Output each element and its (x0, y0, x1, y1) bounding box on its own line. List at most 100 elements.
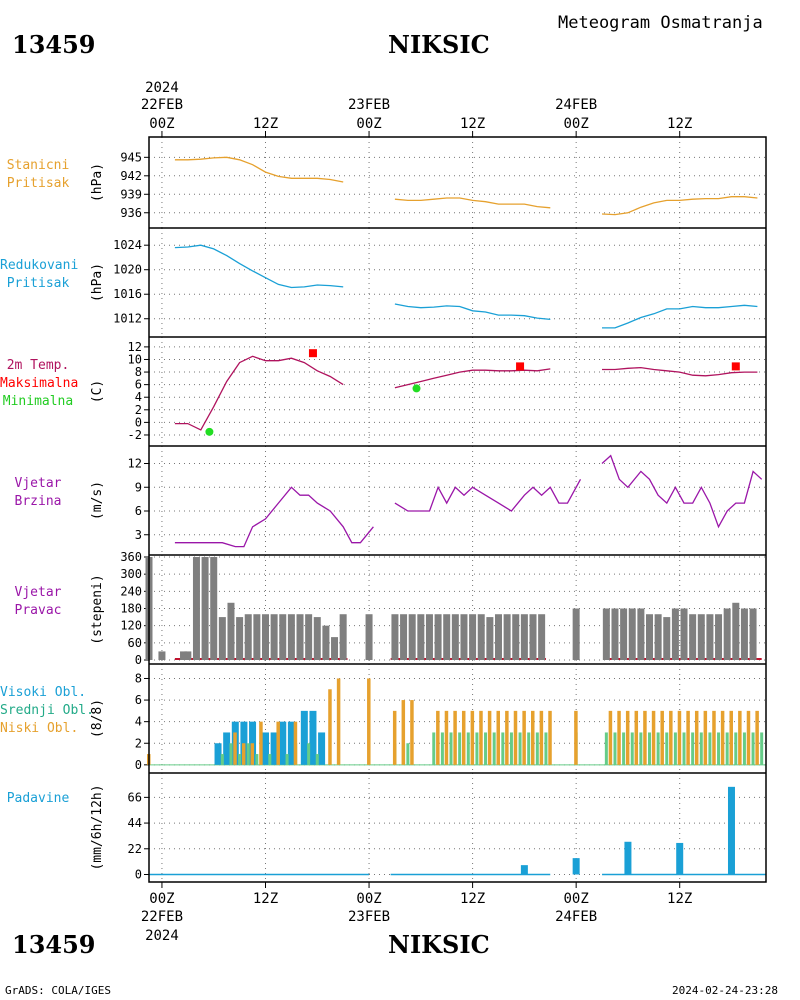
grid-pressure (149, 137, 766, 228)
wind-direction-bar (512, 614, 520, 660)
top-hour-label: 00Z (564, 116, 589, 132)
low-cloud-bar (367, 678, 371, 765)
low-cloud-bar (669, 710, 673, 765)
wind-direction-bar (253, 614, 261, 660)
panel-title-cloud-2: Niski Obl. (0, 720, 79, 736)
wind-direction-bar (477, 614, 485, 660)
y-tick-label: 9 (135, 480, 142, 494)
low-cloud-bar (250, 743, 255, 765)
y-tick-label: 66 (128, 790, 142, 804)
top-hour-label: 00Z (356, 116, 381, 132)
top-hour-label: 12Z (253, 116, 278, 132)
wind-direction-bar (628, 608, 636, 660)
low-cloud-bar (276, 721, 280, 765)
mid-cloud-bar (315, 754, 319, 765)
mid-cloud-bar (613, 732, 617, 765)
y-tick-label: 945 (120, 150, 142, 164)
low-cloud-bar (259, 721, 263, 765)
panel-title-dir-0: Vjetar (14, 584, 62, 600)
panel-title-cloud-0: Visoki Obl. (0, 684, 87, 700)
wind-direction-bar (460, 614, 468, 660)
panel-title-wind-0: Vjetar (14, 475, 62, 491)
low-cloud-bar (548, 710, 552, 765)
grid-precipitation (149, 773, 766, 882)
low-cloud-bar (444, 710, 449, 765)
y-tick-label: 6 (135, 504, 142, 518)
wind-speed-line (174, 486, 374, 548)
wind-direction-bar (425, 614, 433, 660)
wind-direction-bar (503, 614, 511, 660)
mid-cloud-bar (725, 732, 729, 765)
wind-direction-bar (180, 651, 188, 660)
y-tick-label: 180 (120, 602, 142, 616)
reduced-pressure-line (174, 244, 344, 289)
y-tick-label: 12 (128, 340, 142, 354)
grid-temperature (149, 337, 766, 446)
wind-direction-bar (486, 617, 494, 660)
y-tick-label: 4 (135, 715, 142, 729)
mid-cloud-bar (691, 732, 695, 765)
low-cloud-bar (470, 710, 475, 765)
wind-direction-bar (671, 608, 679, 660)
top-hour-label: 12Z (667, 116, 692, 132)
high-cloud-bar (270, 732, 278, 765)
low-cloud-bar (461, 710, 466, 765)
max-temp-marker (308, 349, 317, 358)
wind-direction-bar (434, 614, 442, 660)
mid-cloud-bar (246, 743, 250, 765)
mid-cloud-bar (475, 732, 479, 765)
y-tick-label: 300 (120, 567, 142, 581)
wind-direction-bar (572, 608, 580, 660)
wind-direction-bar (339, 614, 347, 660)
pressure-line (174, 156, 344, 183)
y-tick-label: 8 (135, 365, 142, 379)
wind-direction-bar (469, 614, 477, 660)
mid-cloud-bar (734, 732, 738, 765)
low-cloud-bar (643, 710, 647, 765)
wind-direction-bar (715, 614, 723, 660)
mid-cloud-bar (630, 732, 634, 765)
mid-cloud-bar (544, 732, 548, 765)
wind-direction-bar (680, 608, 688, 660)
low-cloud-bar (436, 710, 440, 765)
wind-direction-bar (400, 614, 408, 660)
y-tick-label: 12 (128, 457, 142, 471)
temperature-line (602, 366, 758, 377)
mid-cloud-bar (238, 754, 242, 765)
station-name-bottom: NIKSIC (388, 930, 490, 959)
low-cloud-bar (233, 732, 237, 765)
low-cloud-bar (608, 710, 613, 765)
mid-cloud-bar (648, 732, 652, 765)
wind-direction-bar (723, 608, 731, 660)
low-cloud-bar (694, 710, 699, 765)
low-cloud-bar (410, 700, 414, 765)
wind-direction-bar (244, 614, 252, 660)
wind-direction-bar (305, 614, 313, 660)
y-tick-label: 2 (135, 403, 142, 417)
mid-cloud-bar (484, 732, 488, 765)
mid-cloud-bar (673, 732, 677, 765)
station-name-top: NIKSIC (388, 30, 490, 59)
wind-direction-bar (296, 614, 304, 660)
low-cloud-bar (686, 710, 690, 765)
bottom-hour-label: 00Z (356, 891, 381, 907)
panel-title-wind-1: Brzina (14, 493, 62, 509)
y-tick-label: 3 (135, 528, 142, 542)
low-cloud-bar (539, 710, 544, 765)
max-temp-marker (731, 362, 740, 371)
mid-cloud-bar (449, 732, 453, 765)
wind-direction-bar (158, 651, 166, 660)
high-cloud-bar (309, 710, 317, 765)
low-cloud-bar (738, 710, 742, 765)
low-cloud-bar (401, 700, 406, 765)
low-cloud-bar (625, 710, 630, 765)
low-cloud-bar (617, 710, 621, 765)
y-tick-label: 10 (128, 352, 142, 366)
y-tick-label: 60 (128, 636, 142, 650)
pressure-line (601, 196, 758, 216)
mid-cloud-bar (751, 732, 755, 765)
precip-bar (572, 858, 580, 875)
mid-cloud-bar (509, 732, 513, 765)
mid-cloud-bar (285, 754, 289, 765)
precip-bar (520, 865, 528, 875)
